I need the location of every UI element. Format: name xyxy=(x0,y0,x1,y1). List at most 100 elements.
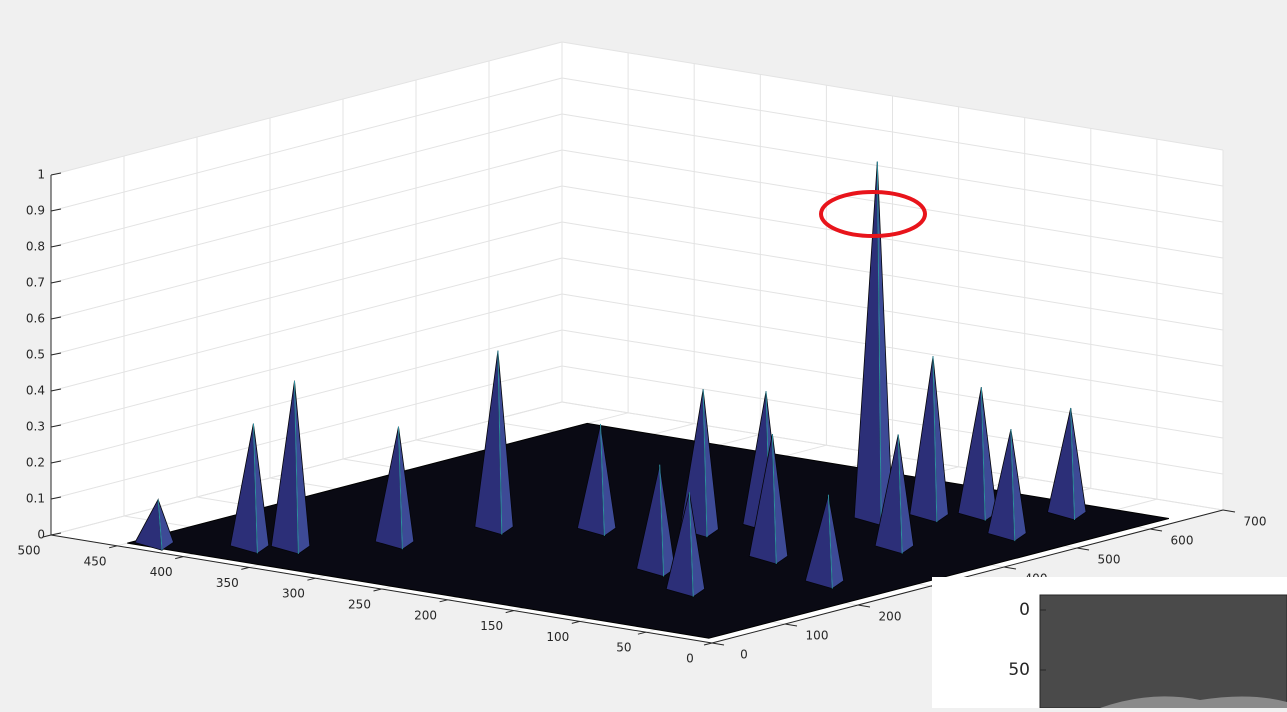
x-tick-mark xyxy=(784,623,798,627)
x-tick-label: 200 xyxy=(879,610,902,624)
x-tick-label: 700 xyxy=(1244,515,1267,529)
peak-ridge xyxy=(397,426,403,550)
x-tick-mark xyxy=(1003,566,1017,570)
peak xyxy=(576,423,617,537)
z-tick-label: 0.7 xyxy=(26,276,45,290)
grid-line xyxy=(50,365,563,500)
z-tick-mark xyxy=(50,424,62,428)
inset-tick-label: 50 xyxy=(1008,660,1030,680)
peak xyxy=(229,423,270,555)
y-tick-mark xyxy=(439,599,448,603)
y-tick-label: 50 xyxy=(616,641,631,655)
inset-tick-label: 0 xyxy=(1019,600,1030,620)
peak-ridge xyxy=(293,380,299,554)
y-tick-mark xyxy=(241,566,250,570)
peak xyxy=(874,434,915,555)
peak-ridge xyxy=(688,492,694,597)
z-tick-mark xyxy=(50,496,62,500)
z-tick-label: 0.1 xyxy=(26,492,45,506)
y-tick-mark xyxy=(505,610,514,614)
z-tick-mark xyxy=(50,208,62,212)
y-tick-label: 500 xyxy=(18,544,41,558)
z-tick-label: 0.8 xyxy=(26,240,45,254)
peak xyxy=(636,464,676,578)
z-tick-mark xyxy=(50,352,62,356)
peak-ridge xyxy=(1010,429,1016,542)
peak-ridge xyxy=(659,464,665,577)
peak xyxy=(270,380,311,555)
grid-line xyxy=(50,113,563,248)
x-tick-label: 0 xyxy=(740,648,748,662)
y-tick-label: 300 xyxy=(282,587,305,601)
peak xyxy=(987,429,1027,542)
z-tick-label: 1 xyxy=(37,168,45,182)
y-tick-label: 200 xyxy=(414,608,437,622)
grid-line xyxy=(50,257,563,392)
peak xyxy=(853,161,894,527)
peak xyxy=(957,387,998,522)
z-tick-mark xyxy=(50,316,62,320)
inset-image-texture xyxy=(1100,696,1287,708)
grid-line xyxy=(50,401,563,536)
peak-ridge xyxy=(980,387,986,521)
z-tick-label: 0.4 xyxy=(26,384,45,398)
z-tick-mark xyxy=(50,460,62,464)
z-tick-label: 0.5 xyxy=(26,348,45,362)
z-tick-mark xyxy=(50,280,62,284)
grid-line xyxy=(50,149,563,284)
y-tick-mark xyxy=(703,642,713,646)
y-tick-mark xyxy=(307,577,316,581)
inset-image xyxy=(1039,594,1287,709)
peak-ridge xyxy=(897,434,903,554)
peak-ridge xyxy=(932,356,938,523)
grid-line xyxy=(50,221,563,356)
surface xyxy=(134,161,1087,598)
y-tick-label: 0 xyxy=(686,652,694,666)
axes: 0 0.1 0.2 0.3 0.4 0.5 0.6 0.7 0.8 0.9 1 0 100 200 300 4… xyxy=(18,168,1267,666)
grid-line xyxy=(50,41,563,176)
peak-ridge xyxy=(600,423,605,536)
z-tick-mark xyxy=(50,172,62,176)
y-tick-mark xyxy=(571,620,580,624)
x-tick-mark xyxy=(1076,547,1090,551)
y-tick-label: 150 xyxy=(480,619,503,633)
x-axis-line xyxy=(711,509,1224,644)
z-tick-mark xyxy=(50,388,62,392)
peak-ridge xyxy=(157,499,163,551)
peak xyxy=(804,494,845,590)
peak-ridge xyxy=(1070,408,1076,520)
peak xyxy=(665,492,706,598)
grid-line xyxy=(50,293,563,428)
peak-ridge xyxy=(876,161,882,526)
grid-line xyxy=(50,329,563,464)
z-tick-mark xyxy=(50,244,62,248)
x-tick-mark xyxy=(711,642,725,646)
peak xyxy=(679,389,719,538)
peak-ridge xyxy=(827,494,833,589)
grid-line xyxy=(50,77,563,212)
x-tick-label: 100 xyxy=(806,629,829,643)
z-tick-label: 0.9 xyxy=(26,204,45,218)
y-tick-mark xyxy=(373,588,382,592)
peak-ridge xyxy=(771,434,777,564)
y-tick-label: 100 xyxy=(546,630,569,644)
z-tick-label: 0 xyxy=(37,528,45,542)
x-tick-label: 600 xyxy=(1171,534,1194,548)
z-tick-label: 0.6 xyxy=(26,312,45,326)
y-axis-line xyxy=(50,534,713,644)
peak xyxy=(909,356,949,523)
peak xyxy=(134,498,174,551)
y-tick-mark xyxy=(175,556,184,560)
y-tick-mark xyxy=(108,545,118,549)
x-tick-mark xyxy=(1149,528,1163,532)
z-tick-label: 0.2 xyxy=(26,456,45,470)
peak xyxy=(748,434,789,565)
peak xyxy=(474,350,514,536)
y-tick-label: 400 xyxy=(150,565,173,579)
y-tick-label: 350 xyxy=(216,576,239,590)
y-tick-mark xyxy=(42,534,52,538)
peak xyxy=(1047,407,1087,521)
peak-ridge xyxy=(702,389,708,538)
